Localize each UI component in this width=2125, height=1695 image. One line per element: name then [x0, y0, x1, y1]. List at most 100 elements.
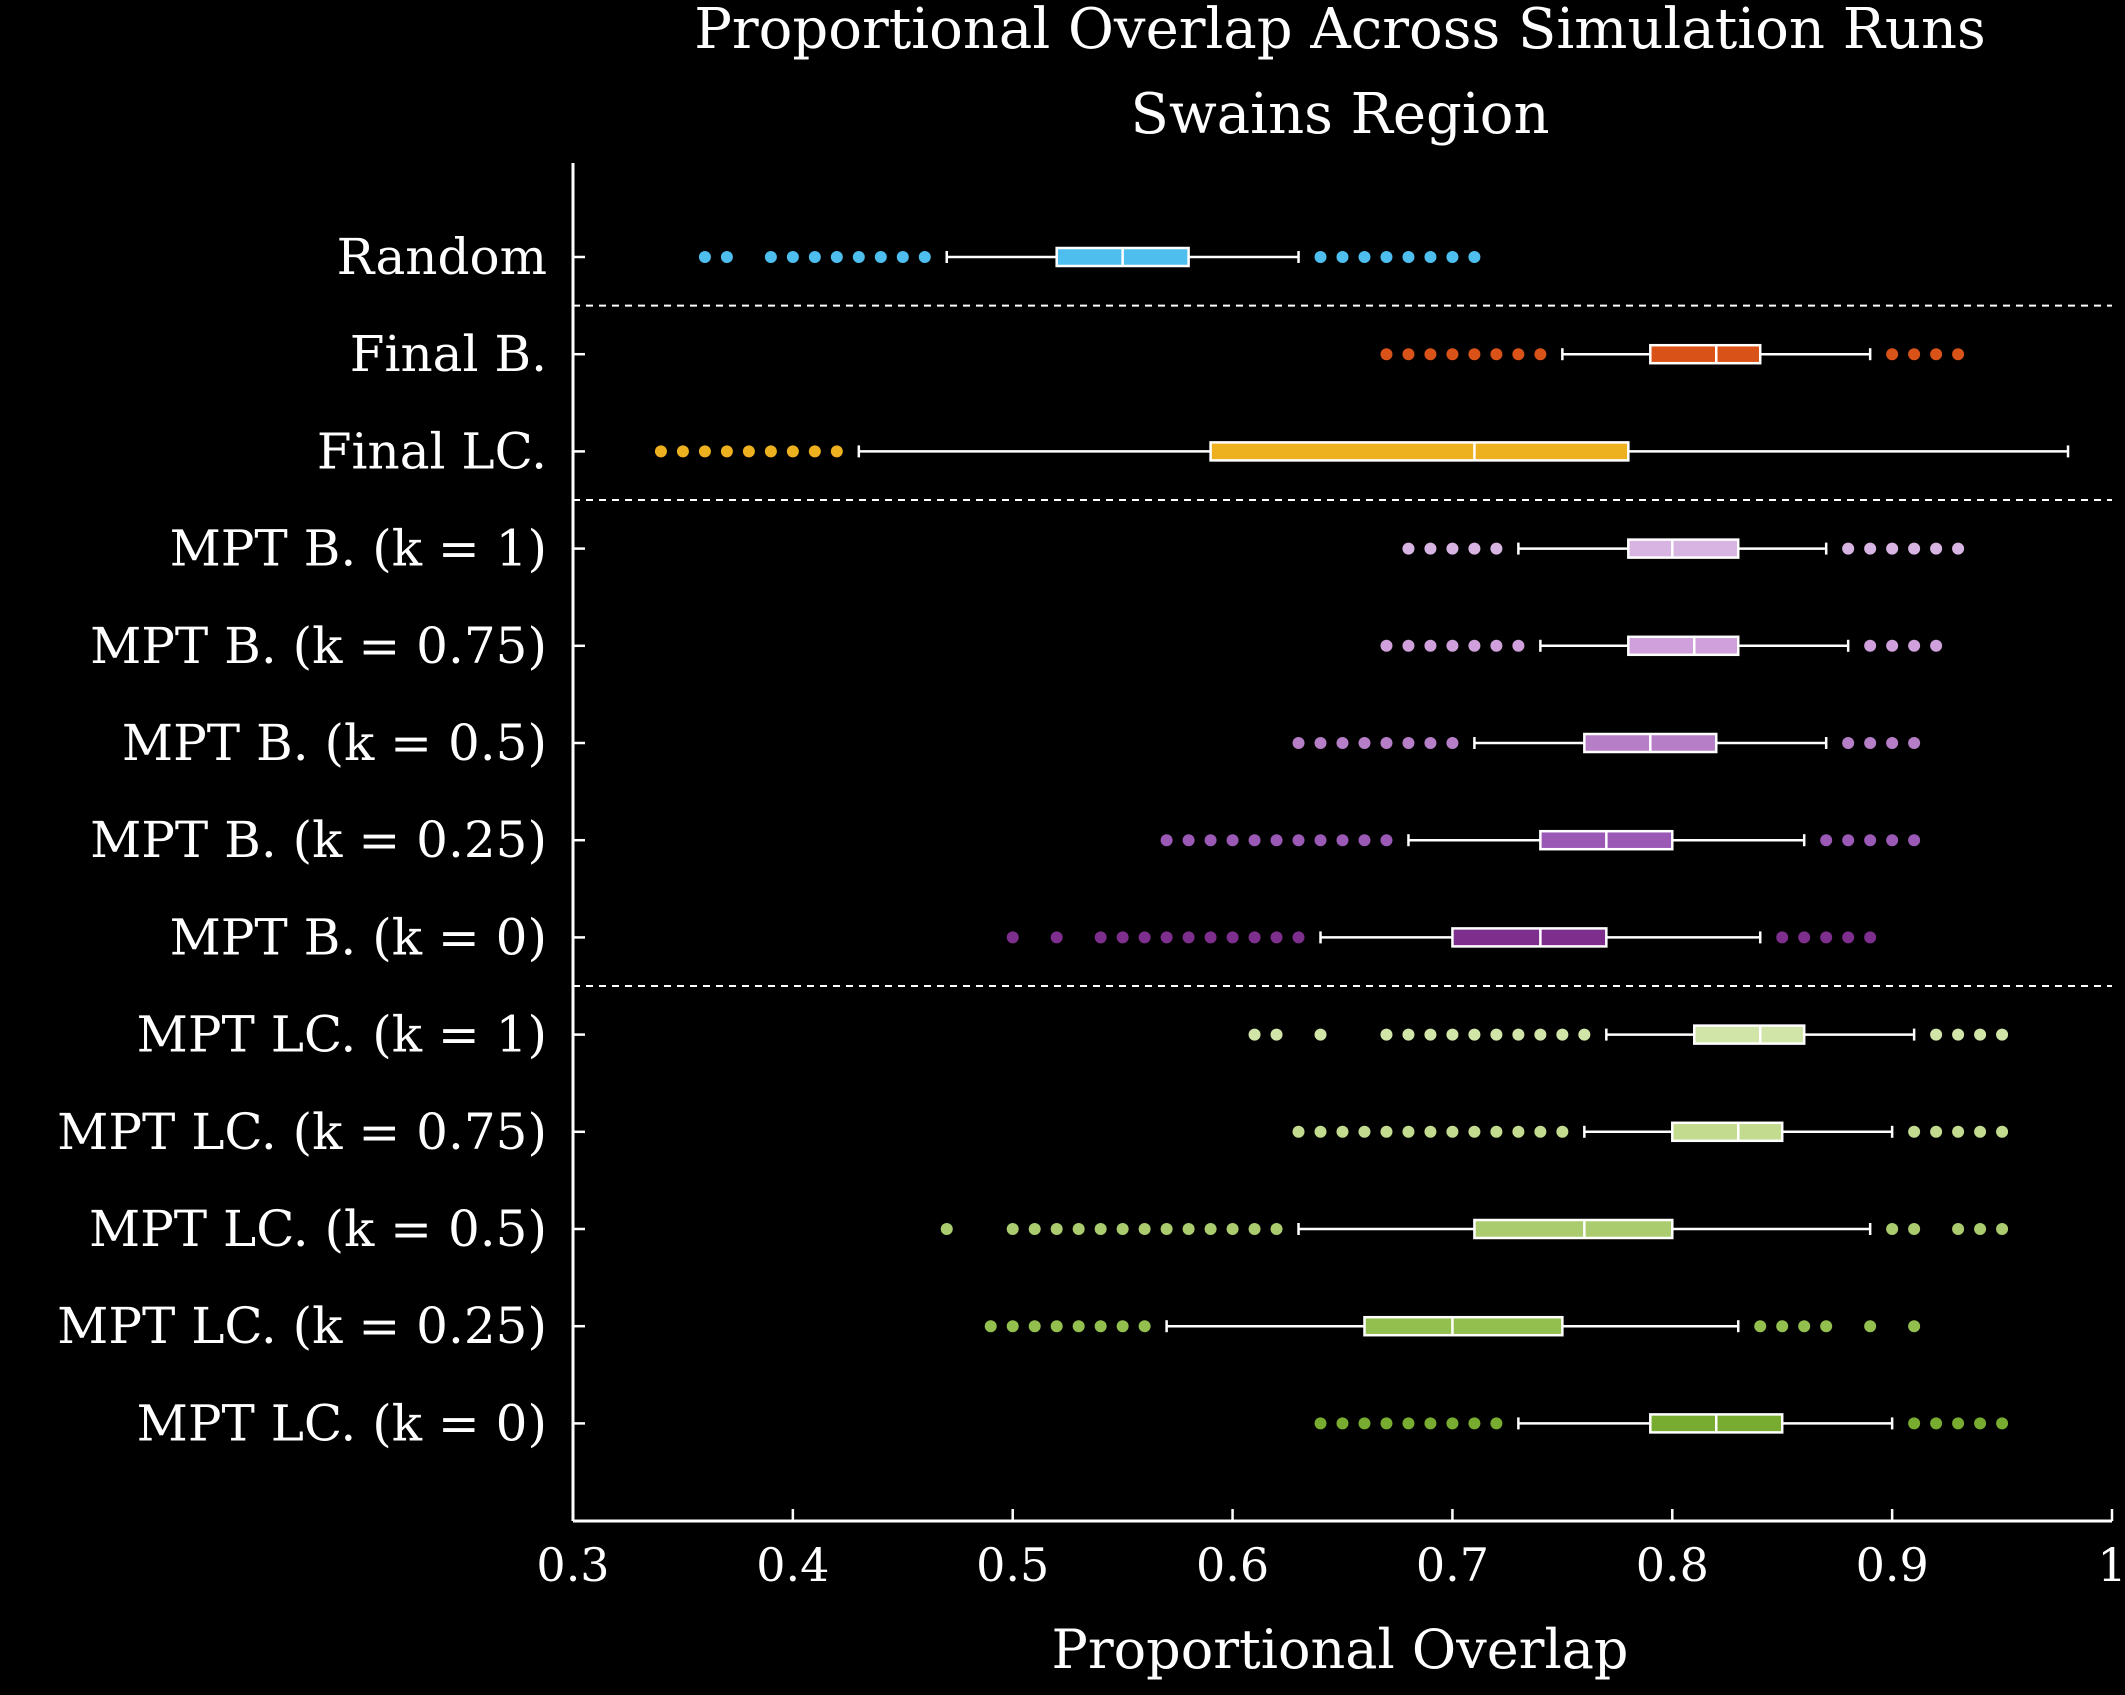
outlier-9-3: [1358, 1125, 1371, 1138]
outlier-11-12: [1864, 1320, 1877, 1333]
outlier-7-7: [1204, 931, 1217, 944]
x-tick-label-0: 0.3: [536, 1538, 609, 1592]
outlier-1-2: [1424, 348, 1437, 361]
outlier-0-3: [786, 251, 799, 263]
outlier-8-1: [1270, 1028, 1283, 1041]
outlier-6-15: [1908, 834, 1921, 847]
outlier-0-15: [1424, 251, 1437, 263]
outlier-8-7: [1468, 1028, 1481, 1041]
outlier-6-3: [1226, 834, 1239, 847]
outlier-0-2: [764, 251, 777, 263]
outlier-7-1: [1050, 931, 1063, 944]
outlier-3-8: [1908, 542, 1921, 555]
outlier-6-12: [1842, 834, 1855, 847]
outlier-7-16: [1864, 931, 1877, 944]
outlier-0-12: [1358, 251, 1371, 263]
outlier-11-8: [1754, 1320, 1767, 1333]
x-tick-label-7: 1: [2097, 1538, 2125, 1592]
outlier-1-10: [1930, 348, 1943, 361]
outlier-7-0: [1006, 931, 1019, 944]
outlier-7-6: [1182, 931, 1195, 944]
outlier-3-3: [1468, 542, 1481, 555]
outlier-7-12: [1776, 931, 1789, 944]
outlier-7-5: [1160, 931, 1173, 944]
outlier-6-6: [1292, 834, 1305, 847]
outlier-0-8: [896, 251, 909, 263]
outlier-8-5: [1424, 1028, 1437, 1041]
outlier-0-17: [1468, 251, 1481, 263]
x-tick-label-4: 0.7: [1416, 1538, 1489, 1592]
outlier-12-8: [1490, 1417, 1503, 1430]
outlier-11-6: [1116, 1320, 1129, 1333]
outlier-5-4: [1380, 737, 1393, 749]
box-1: [1649, 343, 1762, 365]
outlier-10-3: [1050, 1223, 1063, 1235]
outlier-11-4: [1072, 1320, 1085, 1333]
outlier-4-2: [1424, 639, 1437, 652]
outlier-11-5: [1094, 1320, 1107, 1333]
x-tick-label-6: 0.9: [1856, 1538, 1929, 1592]
outlier-12-5: [1424, 1417, 1437, 1430]
outlier-9-8: [1468, 1125, 1481, 1138]
outlier-10-17: [1974, 1223, 1987, 1235]
outlier-5-10: [1886, 737, 1899, 749]
x-tick-label-2: 0.5: [976, 1538, 1049, 1592]
outlier-2-3: [720, 445, 733, 458]
y-tick-label-9: MPT LC. (k = 0.75): [57, 1103, 547, 1161]
outlier-1-11: [1952, 348, 1965, 361]
outlier-3-7: [1886, 542, 1899, 555]
outlier-10-18: [1996, 1223, 2009, 1235]
outlier-9-9: [1490, 1125, 1503, 1138]
outlier-7-14: [1820, 931, 1833, 944]
outlier-4-4: [1468, 639, 1481, 652]
outlier-1-5: [1490, 348, 1503, 361]
outlier-12-6: [1446, 1417, 1459, 1430]
outlier-8-0: [1248, 1028, 1261, 1041]
outlier-2-2: [698, 445, 711, 458]
box-11: [1363, 1315, 1564, 1337]
outlier-8-6: [1446, 1028, 1459, 1041]
outlier-9-16: [1974, 1125, 1987, 1138]
y-tick-label-12: MPT LC. (k = 0): [137, 1394, 547, 1452]
outlier-0-9: [918, 251, 931, 263]
outlier-9-5: [1402, 1125, 1415, 1138]
outlier-3-10: [1952, 542, 1965, 555]
y-tick-label-5: MPT B. (k = 0.5): [122, 714, 547, 772]
outlier-8-8: [1490, 1028, 1503, 1041]
outlier-10-5: [1094, 1223, 1107, 1235]
outlier-10-13: [1270, 1223, 1283, 1235]
y-tick-label-7: MPT B. (k = 0): [170, 908, 547, 966]
box-3: [1627, 538, 1740, 559]
outlier-12-2: [1358, 1417, 1371, 1430]
outlier-7-13: [1798, 931, 1811, 944]
outlier-11-7: [1138, 1320, 1151, 1333]
outlier-6-7: [1314, 834, 1327, 847]
outlier-3-5: [1842, 542, 1855, 555]
outlier-0-4: [808, 251, 821, 263]
outlier-10-1: [1006, 1223, 1019, 1235]
outlier-6-4: [1248, 834, 1261, 847]
plot-area: 0.3 0.4 0.5 0.6 0.7 0.8 0.9 1 Random Final B. Fina…: [57, 163, 2125, 1592]
outlier-1-6: [1512, 348, 1525, 361]
x-tick-label-5: 0.8: [1636, 1538, 1709, 1592]
outlier-5-3: [1358, 737, 1371, 749]
y-tick-label-11: MPT LC. (k = 0.25): [57, 1297, 547, 1355]
y-tick-label-8: MPT LC. (k = 1): [137, 1006, 547, 1064]
outlier-3-6: [1864, 542, 1877, 555]
outlier-7-4: [1138, 931, 1151, 944]
y-tick-label-10: MPT LC. (k = 0.5): [89, 1200, 547, 1258]
outlier-5-1: [1314, 737, 1327, 749]
outlier-3-4: [1490, 542, 1503, 555]
outlier-0-14: [1402, 251, 1415, 263]
outlier-12-11: [1952, 1417, 1965, 1430]
outlier-7-3: [1116, 931, 1129, 944]
outlier-8-4: [1402, 1028, 1415, 1041]
outlier-4-9: [1908, 639, 1921, 652]
y-tick-label-0: Random: [337, 228, 547, 286]
outlier-4-10: [1930, 639, 1943, 652]
outlier-0-6: [852, 251, 865, 263]
outlier-0-16: [1446, 251, 1459, 263]
outlier-0-7: [874, 251, 887, 263]
outlier-10-16: [1952, 1223, 1965, 1235]
outlier-2-7: [808, 445, 821, 458]
